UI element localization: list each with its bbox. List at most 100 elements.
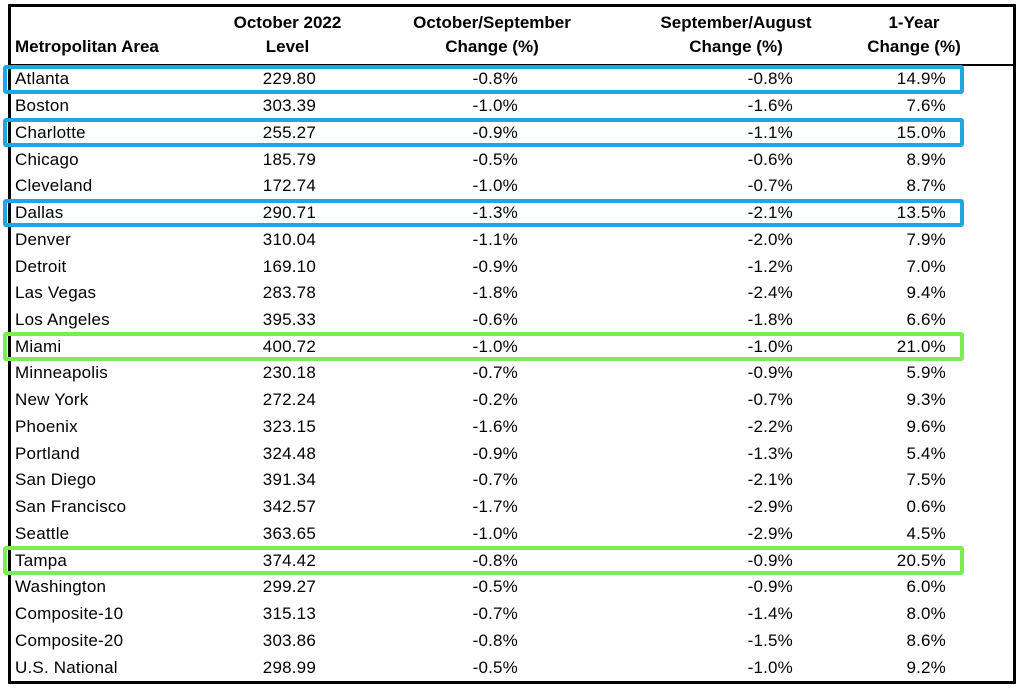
table-row: Washington 299.27 -0.5% -0.9% 6.0% (11, 574, 1013, 601)
cell-level: 255.27 (262, 122, 316, 142)
cell-sep-aug-change: -1.4% (747, 604, 793, 624)
col-header-1yr-change: 1-Year Change (%) (833, 7, 1013, 64)
cell-metro-area: Denver (15, 229, 72, 249)
col-header-line2: Change (%) (689, 37, 783, 56)
cell-metro-area: San Francisco (15, 497, 127, 517)
cell-oct-sep-change: -1.0% (472, 336, 518, 356)
table-row: Tampa 374.42 -0.8% -0.9% 20.5% (3, 546, 1013, 575)
cell-metro-area: Dallas (15, 203, 64, 223)
cell-level: 290.71 (262, 203, 316, 223)
cell-1yr-change: 8.6% (906, 630, 946, 650)
cell-1yr-change: 6.0% (906, 577, 946, 597)
cell-level: 303.39 (262, 96, 316, 116)
cell-oct-sep-change: -1.3% (472, 203, 518, 223)
cell-metro-area: Phoenix (15, 416, 78, 436)
table-row: Charlotte 255.27 -0.9% -1.1% 15.0% (3, 118, 1013, 148)
cell-metro-area: U.S. National (15, 657, 118, 677)
cell-level: 310.04 (262, 229, 316, 249)
cell-sep-aug-change: -1.0% (747, 336, 793, 356)
cell-oct-sep-change: -0.8% (472, 630, 518, 650)
cell-1yr-change: 9.2% (906, 657, 946, 677)
cell-metro-area: San Diego (15, 470, 97, 490)
table-row: Composite-20 303.86 -0.8% -1.5% 8.6% (11, 627, 1013, 654)
cell-oct-sep-change: -0.9% (472, 122, 518, 142)
table-row: Miami 400.72 -1.0% -1.0% 21.0% (3, 332, 1013, 362)
cell-level: 363.65 (262, 523, 316, 543)
cell-sep-aug-change: -2.9% (747, 497, 793, 517)
col-header-level: October 2022 Level (230, 7, 345, 64)
cell-1yr-change: 8.9% (906, 149, 946, 169)
cell-1yr-change: 6.6% (906, 309, 946, 329)
cell-level: 391.34 (262, 470, 316, 490)
cell-oct-sep-change: -0.7% (472, 604, 518, 624)
cell-oct-sep-change: -1.8% (472, 283, 518, 303)
cell-sep-aug-change: -0.9% (747, 577, 793, 597)
cell-1yr-change: 9.3% (906, 390, 946, 410)
cell-metro-area: Charlotte (15, 122, 86, 142)
cell-metro-area: Chicago (15, 149, 79, 169)
table-row: Seattle 363.65 -1.0% -2.9% 4.5% (11, 520, 1013, 547)
cell-1yr-change: 0.6% (906, 497, 946, 517)
cell-oct-sep-change: -1.0% (472, 96, 518, 116)
table-row: New York 272.24 -0.2% -0.7% 9.3% (11, 387, 1013, 414)
table-row: Portland 324.48 -0.9% -1.3% 5.4% (11, 440, 1013, 467)
cell-1yr-change: 20.5% (896, 550, 946, 570)
cell-sep-aug-change: -2.4% (747, 283, 793, 303)
cell-oct-sep-change: -1.1% (472, 229, 518, 249)
table-row: Detroit 169.10 -0.9% -1.2% 7.0% (11, 253, 1013, 280)
col-header-line1: 1-Year (888, 13, 940, 32)
cell-sep-aug-change: -0.7% (747, 390, 793, 410)
table-row: Atlanta 229.80 -0.8% -0.8% 14.9% (3, 65, 1013, 94)
table-header: Metropolitan Area October 2022 Level Oct… (11, 7, 1013, 64)
cell-level: 298.99 (262, 657, 316, 677)
table-row: Composite-10 315.13 -0.7% -1.4% 8.0% (11, 601, 1013, 628)
table-row: Cleveland 172.74 -1.0% -0.7% 8.7% (11, 173, 1013, 200)
table-row: San Diego 391.34 -0.7% -2.1% 7.5% (11, 467, 1013, 494)
col-header-oct-sep-change: October/September Change (%) (345, 7, 639, 64)
cell-oct-sep-change: -0.7% (472, 363, 518, 383)
cell-1yr-change: 8.0% (906, 604, 946, 624)
cell-1yr-change: 7.5% (906, 470, 946, 490)
cell-oct-sep-change: -1.0% (472, 176, 518, 196)
table-row: San Francisco 342.57 -1.7% -2.9% 0.6% (11, 494, 1013, 521)
cell-oct-sep-change: -1.6% (472, 416, 518, 436)
cell-oct-sep-change: -0.5% (472, 577, 518, 597)
cell-metro-area: Portland (15, 443, 80, 463)
cell-level: 283.78 (262, 283, 316, 303)
cell-oct-sep-change: -0.9% (472, 443, 518, 463)
col-header-line2: Level (265, 37, 310, 56)
cell-metro-area: Boston (15, 96, 70, 116)
cell-sep-aug-change: -1.2% (747, 256, 793, 276)
col-header-metro-area: Metropolitan Area (11, 7, 230, 64)
cell-1yr-change: 7.6% (906, 96, 946, 116)
cell-level: 395.33 (262, 309, 316, 329)
cell-level: 324.48 (262, 443, 316, 463)
cell-sep-aug-change: -1.6% (747, 96, 793, 116)
cell-oct-sep-change: -0.5% (472, 657, 518, 677)
cell-sep-aug-change: -0.9% (747, 550, 793, 570)
cell-metro-area: Los Angeles (15, 309, 110, 329)
cell-level: 230.18 (262, 363, 316, 383)
cell-metro-area: Atlanta (15, 69, 70, 89)
cell-1yr-change: 13.5% (896, 203, 946, 223)
cell-sep-aug-change: -1.0% (747, 657, 793, 677)
table-body: Atlanta 229.80 -0.8% -0.8% 14.9% Boston … (3, 65, 1013, 681)
cell-1yr-change: 5.9% (906, 363, 946, 383)
cell-oct-sep-change: -0.8% (472, 550, 518, 570)
cell-metro-area: Tampa (15, 550, 68, 570)
cell-level: 172.74 (262, 176, 316, 196)
cell-oct-sep-change: -0.7% (472, 470, 518, 490)
cell-1yr-change: 7.9% (906, 229, 946, 249)
cell-1yr-change: 4.5% (906, 523, 946, 543)
cell-sep-aug-change: -2.1% (747, 470, 793, 490)
cell-sep-aug-change: -0.6% (747, 149, 793, 169)
cell-level: 299.27 (262, 577, 316, 597)
cell-sep-aug-change: -0.8% (747, 69, 793, 89)
table-row: Chicago 185.79 -0.5% -0.6% 8.9% (11, 146, 1013, 173)
cell-metro-area: Minneapolis (15, 363, 108, 383)
cell-oct-sep-change: -0.6% (472, 309, 518, 329)
cell-sep-aug-change: -2.0% (747, 229, 793, 249)
cell-sep-aug-change: -0.7% (747, 176, 793, 196)
cell-metro-area: Seattle (15, 523, 70, 543)
cell-sep-aug-change: -2.1% (747, 203, 793, 223)
